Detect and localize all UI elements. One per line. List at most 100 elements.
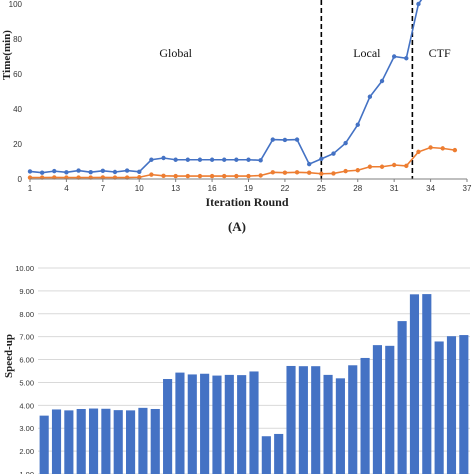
series-point <box>355 122 360 127</box>
line-chart-series <box>27 0 458 180</box>
bar <box>422 294 432 474</box>
series-point <box>39 170 45 175</box>
bar-chart-y-axis: 1.00 2.00 3.00 4.00 5.00 6.00 7.00 8.00 9.00 10.0… <box>15 264 34 474</box>
x-tick-label: 7 <box>101 184 106 193</box>
series-point <box>100 168 106 173</box>
series-point <box>185 157 191 162</box>
series-point <box>112 169 118 175</box>
series-point <box>161 173 166 179</box>
y-tick-label: 2.00 <box>19 447 34 456</box>
series-point <box>294 137 300 142</box>
bar <box>175 372 185 474</box>
series-point <box>379 78 385 84</box>
y-tick-label: 10.00 <box>15 264 34 273</box>
bar <box>385 345 395 474</box>
x-tick-label: 16 <box>208 184 217 193</box>
bar-chart-bars <box>39 294 469 474</box>
series-point <box>246 157 251 162</box>
series-point <box>258 158 263 163</box>
series-point <box>282 170 288 175</box>
bar <box>397 321 407 474</box>
y-tick-label: 60 <box>13 70 22 79</box>
bar <box>434 341 444 474</box>
x-tick-label: 25 <box>317 184 326 193</box>
series-point <box>234 157 239 162</box>
series-point <box>173 173 178 179</box>
line-chart-panel: 0 20 40 60 80 100 1 4 7 10 13 16 19 22 25 28 31 34 37 Glo… <box>1 0 472 234</box>
series-point <box>88 169 93 175</box>
x-tick-label: 19 <box>244 184 253 193</box>
bar <box>409 294 420 474</box>
series-point <box>416 149 421 155</box>
series-point <box>234 173 239 179</box>
bar <box>51 409 62 474</box>
series-point <box>197 157 203 162</box>
bar <box>360 357 370 474</box>
bar <box>88 408 99 474</box>
bar <box>446 336 457 474</box>
bar <box>113 410 123 474</box>
x-tick-label: 4 <box>64 184 69 193</box>
series-point <box>258 173 263 178</box>
y-tick-label: 8.00 <box>19 310 34 319</box>
series-point <box>391 54 397 59</box>
series-point <box>173 157 178 162</box>
series-line <box>30 146 455 179</box>
x-tick-label: 1 <box>28 184 33 193</box>
series-point <box>416 1 421 7</box>
series-point <box>270 137 275 142</box>
y-tick-label: 100 <box>9 0 23 9</box>
phase-label: Global <box>159 46 192 60</box>
series-point <box>343 168 348 174</box>
x-tick-label: 10 <box>135 184 144 193</box>
y-tick-label: 6.00 <box>19 356 34 365</box>
series-point <box>319 156 324 162</box>
series-point <box>404 56 409 61</box>
phase-boundaries: Global Local CTF <box>159 0 451 179</box>
series-point <box>76 168 81 173</box>
y-tick-label: 80 <box>13 35 22 44</box>
bar <box>224 374 234 474</box>
y-tick-label: 5.00 <box>19 378 34 387</box>
y-tick-label: 40 <box>13 105 22 114</box>
bar <box>163 379 173 474</box>
bar <box>39 415 49 474</box>
bar <box>249 371 259 474</box>
series-point <box>404 163 409 169</box>
bar <box>101 408 111 474</box>
bar <box>298 366 308 474</box>
series-point <box>209 173 215 179</box>
series-point <box>137 169 142 175</box>
x-tick-label: 31 <box>390 184 399 193</box>
phase-label: Local <box>353 46 381 60</box>
line-chart-ylabel: Time(min) <box>1 30 13 80</box>
series-point <box>355 168 360 173</box>
x-tick-label: 28 <box>353 184 362 193</box>
bar <box>286 365 296 474</box>
line-chart-x-axis: 1 4 7 10 13 16 19 22 25 28 31 34 37 <box>28 179 472 193</box>
series-point <box>331 151 336 156</box>
x-tick-label: 37 <box>463 184 472 193</box>
series-point <box>185 173 191 179</box>
bar <box>323 374 333 474</box>
bar <box>459 335 469 474</box>
y-tick-label: 9.00 <box>19 287 34 296</box>
bar <box>261 436 271 474</box>
phase-label: CTF <box>429 46 451 60</box>
series-point <box>319 171 324 176</box>
series-point <box>270 170 275 175</box>
series-point <box>64 170 69 175</box>
bar <box>76 408 86 474</box>
series-point <box>222 173 227 179</box>
series-point <box>306 170 312 175</box>
bar-chart-panel: 1.00 2.00 3.00 4.00 5.00 6.00 7.00 8.00 9.00 10.0… <box>3 264 470 474</box>
series-point <box>137 175 142 180</box>
bar <box>200 373 210 474</box>
y-tick-label: 4.00 <box>19 401 34 410</box>
y-tick-label: 1.00 <box>19 470 34 474</box>
series-point <box>209 157 215 162</box>
bar <box>150 408 160 474</box>
series-point <box>282 137 288 143</box>
series-point <box>391 162 397 168</box>
